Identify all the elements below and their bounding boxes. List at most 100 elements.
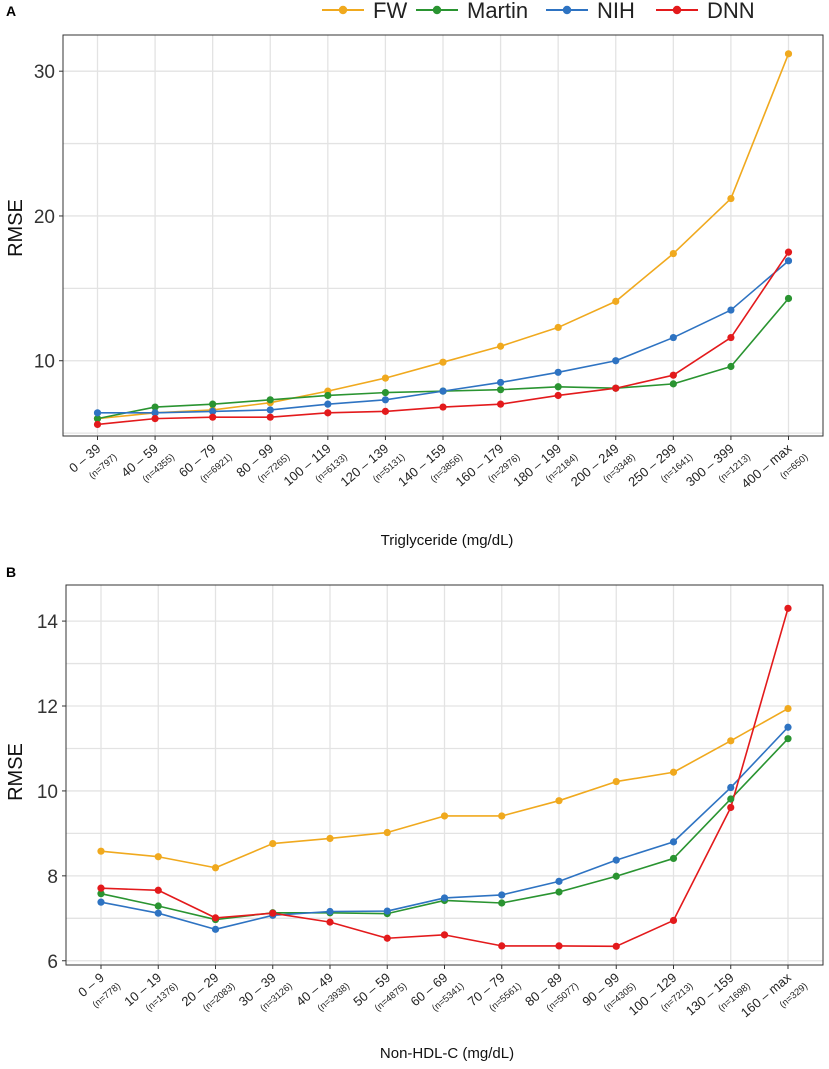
panel-b-point-dnn [669, 916, 678, 925]
panel-a-point-dnn [727, 333, 735, 342]
panel-b-y-tick-label: 10 [37, 782, 58, 803]
panel-a-point-martin [324, 391, 332, 400]
panel-a-point-nih [554, 368, 562, 376]
legend-marker-martin [432, 5, 442, 15]
panel-b-point-martin [97, 890, 105, 898]
panel-b-point-dnn [97, 884, 105, 892]
panel-b-point-dnn [326, 918, 334, 926]
panel-b-point-nih [498, 891, 506, 899]
panel-b-point-nih [211, 925, 220, 933]
legend-marker-nih [562, 5, 572, 15]
panel-a-point-nih [784, 257, 793, 265]
panel-b-point-nih [326, 907, 334, 916]
panel-a-point-nih [727, 306, 735, 314]
panel-a-y-tick-label: 20 [34, 207, 55, 228]
legend-marker-dnn [672, 5, 682, 15]
panel-b-label: B [6, 564, 16, 580]
panel-a-label: A [6, 3, 16, 19]
panel-b-point-fw [727, 737, 735, 745]
panel-b-point-nih [784, 723, 792, 731]
panel-b-point-nih [727, 783, 735, 792]
panel-b-point-martin [154, 902, 162, 910]
panel-b-point-fw [784, 704, 792, 713]
panel-a-point-martin [496, 386, 505, 394]
legend-label-nih: NIH [597, 0, 635, 23]
panel-b-point-martin [784, 735, 792, 743]
panel-b-point-nih [154, 909, 162, 917]
panel-a-y-tick-label: 10 [34, 352, 55, 373]
panel-a-point-fw [784, 50, 793, 58]
panel-b-y-tick-label: 6 [47, 952, 58, 973]
panel-a-point-martin [669, 380, 677, 388]
panel-a-point-martin [554, 383, 562, 391]
legend-label-dnn: DNN [707, 0, 755, 23]
panel-a-point-fw [727, 194, 735, 203]
panel-b-point-fw [211, 864, 220, 872]
panel-b-point-dnn [555, 942, 563, 950]
legend-label-fw: FW [373, 0, 407, 23]
panel-a-point-nih [209, 407, 217, 415]
panel-a-point-fw [612, 297, 620, 305]
panel-b-point-fw [383, 828, 391, 837]
panel-a-point-martin [209, 400, 217, 408]
panel-b-point-dnn [211, 914, 220, 922]
legend: FW Martin NIH DNN [322, 0, 755, 23]
panel-a-point-fw [381, 374, 390, 382]
panel-b-point-fw [555, 797, 563, 805]
panel-a-point-dnn [439, 403, 447, 411]
panel-b-point-fw [97, 847, 105, 855]
panel-a-point-fw [669, 249, 677, 258]
panel-b-point-nih [383, 907, 391, 915]
panel-b-point-dnn [154, 886, 162, 894]
panel-b-point-fw [154, 853, 162, 861]
panel-b-point-nih [555, 877, 563, 885]
panel-a-point-nih [151, 409, 159, 417]
panel-a-point-dnn [669, 371, 677, 379]
panel-a-point-nih [669, 333, 677, 342]
panel-b-point-martin [612, 872, 620, 880]
panel-a-x-axis-title: Triglyceride (mg/dL) [381, 532, 514, 549]
panel-b-y-axis-title: RMSE [5, 743, 27, 801]
panel-b-point-nih [612, 856, 620, 864]
panel-b-y-tick-label: 12 [37, 697, 58, 718]
panel-a-point-martin [727, 362, 735, 371]
panel-b-point-fw [498, 812, 506, 820]
panel-a-point-nih [93, 409, 102, 417]
panel-b-point-fw [612, 777, 620, 786]
panel-a-point-martin [151, 403, 159, 411]
panel-a-point-nih [496, 378, 505, 387]
panel-a-point-martin [266, 396, 274, 404]
panel-a-point-dnn [784, 248, 793, 256]
panel-a-point-nih [612, 357, 620, 365]
panel-b-point-fw [326, 834, 334, 843]
panel-a-point-dnn [151, 415, 159, 423]
panel-a-point-nih [266, 406, 274, 414]
legend-marker-fw [338, 5, 348, 15]
panel-b-point-dnn [383, 934, 391, 942]
panel-b-y-tick-label: 8 [47, 867, 58, 888]
panel-a-point-martin [381, 388, 390, 397]
panel-a-point-dnn [554, 391, 562, 400]
panel-b-point-fw [269, 839, 277, 848]
panel-a-point-dnn [209, 413, 217, 421]
panel-a-y-tick-label: 30 [34, 62, 55, 83]
panel-b-point-martin [498, 899, 506, 907]
panel-b-point-dnn [269, 909, 277, 917]
panel-b-point-martin [727, 795, 735, 803]
panel-b-x-axis-title: Non-HDL-C (mg/dL) [380, 1045, 514, 1062]
panel-a-point-dnn [324, 409, 332, 417]
panel-b-y-tick-label: 14 [37, 612, 59, 633]
panel-b-point-dnn [727, 803, 735, 812]
panel-b-point-martin [669, 854, 678, 863]
panel-a-point-dnn [93, 420, 102, 429]
legend-label-martin: Martin [467, 0, 528, 23]
panel-b-point-dnn [612, 942, 620, 950]
panel-b-point-fw [440, 812, 449, 820]
panel-a-point-fw [439, 358, 447, 366]
panel-b-point-dnn [784, 604, 792, 612]
panel-b-point-nih [440, 894, 449, 902]
panel-b-point-nih [669, 838, 678, 846]
